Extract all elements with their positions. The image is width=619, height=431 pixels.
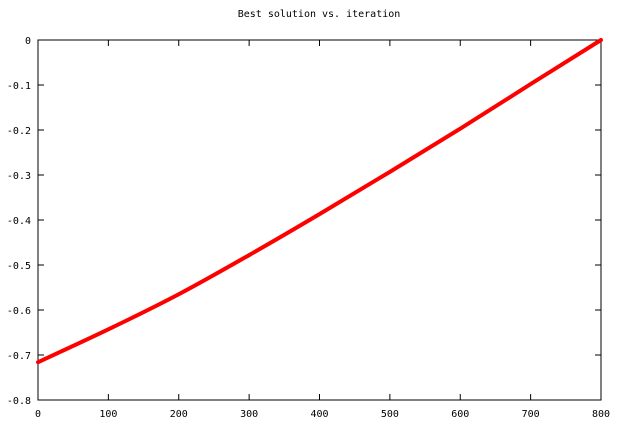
y-axis: 0 -0.1 -0.2 -0.3 -0.4 -0.5 -0.6 -0.7 -0.8 (7, 36, 601, 407)
x-tick-label: 500 (381, 409, 399, 420)
x-tick-label: 0 (35, 409, 41, 420)
x-tick-label: 400 (310, 409, 328, 420)
y-tick-label: -0.5 (7, 261, 31, 272)
x-tick-label: 600 (451, 409, 469, 420)
x-tick-label: 300 (240, 409, 258, 420)
series-layer (36, 38, 603, 365)
x-tick-label: 800 (592, 409, 610, 420)
x-tick-label: 100 (99, 409, 117, 420)
chart-title: Best solution vs. iteration (238, 9, 401, 20)
y-tick-label: -0.7 (7, 351, 31, 362)
y-tick-label: -0.4 (7, 216, 31, 227)
x-axis: 0 100 200 300 400 500 600 700 800 (35, 40, 610, 420)
y-tick-label: 0 (25, 36, 31, 47)
y-tick-label: -0.8 (7, 396, 31, 407)
series-line (36, 38, 603, 365)
y-tick-label: -0.2 (7, 126, 31, 137)
x-tick-label: 700 (522, 409, 540, 420)
y-tick-label: -0.3 (7, 171, 31, 182)
y-tick-label: -0.6 (7, 306, 31, 317)
x-tick-label: 200 (170, 409, 188, 420)
y-tick-label: -0.1 (7, 81, 31, 92)
